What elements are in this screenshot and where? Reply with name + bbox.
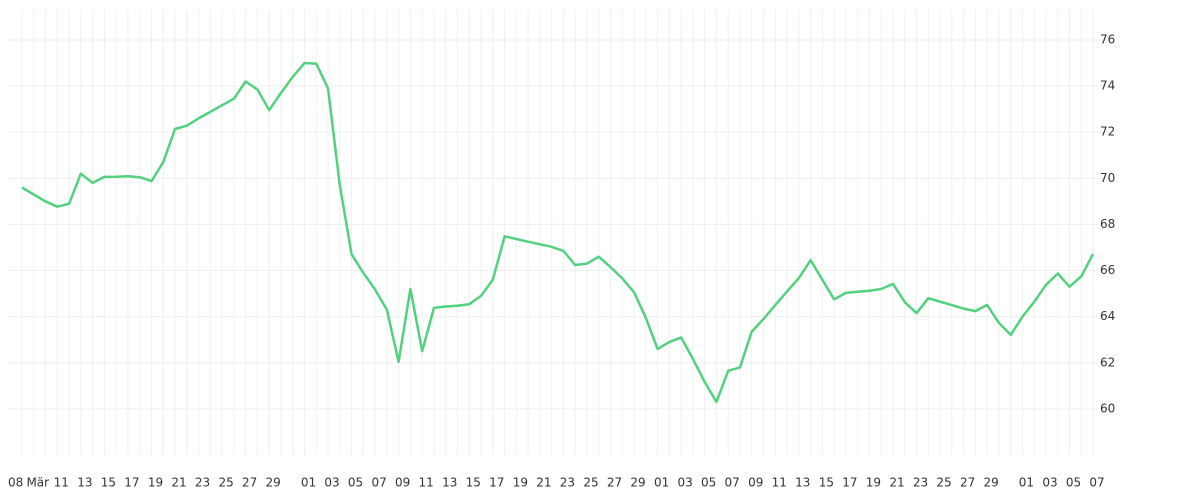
x-tick-label: 11 [772,476,787,490]
x-tick-label: 27 [960,476,975,490]
x-tick-label: 13 [77,476,92,490]
x-tick-label: 29 [630,476,645,490]
y-tick-label: 68 [1100,217,1115,231]
x-tick-label: 11 [419,476,434,490]
x-tick-label: 03 [677,476,692,490]
price-line [21,61,1095,404]
x-tick-label: 21 [889,476,904,490]
x-tick-label: 01 [1019,476,1034,490]
x-tick-label: 25 [583,476,598,490]
x-tick-label: Mär [26,476,49,490]
x-tick-label: 13 [795,476,810,490]
x-tick-label: 15 [101,476,116,490]
x-tick-label: 01 [654,476,669,490]
x-tick-label: 19 [148,476,163,490]
x-tick-label: 11 [54,476,69,490]
x-tick-label: 17 [124,476,139,490]
x-tick-label: 23 [560,476,575,490]
x-tick-label: 05 [348,476,363,490]
x-tick-label: 05 [1066,476,1081,490]
y-tick-label: 70 [1100,171,1115,185]
x-tick-label: 29 [266,476,281,490]
y-tick-label: 62 [1100,355,1115,369]
x-tick-label: 07 [725,476,740,490]
x-tick-label: 09 [395,476,410,490]
x-tick-label: 15 [466,476,481,490]
y-tick-label: 64 [1100,309,1115,323]
x-tick-label: 21 [536,476,551,490]
x-tick-label: 25 [218,476,233,490]
x-tick-label: 03 [1042,476,1057,490]
y-tick-label: 60 [1100,401,1115,415]
x-tick-label: 03 [324,476,339,490]
x-tick-label: 05 [701,476,716,490]
y-tick-label: 72 [1100,125,1115,139]
x-tick-label: 21 [171,476,186,490]
x-tick-label: 19 [513,476,528,490]
x-tick-label: 09 [748,476,763,490]
x-tick-label: 23 [195,476,210,490]
x-tick-label: 29 [983,476,998,490]
x-tick-label: 27 [242,476,257,490]
x-tick-label: 07 [371,476,386,490]
x-tick-label: 23 [913,476,928,490]
y-tick-label: 66 [1100,263,1115,277]
x-tick-label: 27 [607,476,622,490]
x-tick-label: 01 [301,476,316,490]
x-tick-label: 17 [842,476,857,490]
y-tick-label: 76 [1100,32,1115,46]
y-tick-label: 74 [1100,79,1115,93]
x-tick-label: 13 [442,476,457,490]
x-tick-label: 19 [866,476,881,490]
x-tick-label: 15 [819,476,834,490]
x-tick-label: 07 [1089,476,1104,490]
x-tick-label: 08 [8,476,23,490]
x-tick-label: 25 [936,476,951,490]
x-tick-label: 17 [489,476,504,490]
